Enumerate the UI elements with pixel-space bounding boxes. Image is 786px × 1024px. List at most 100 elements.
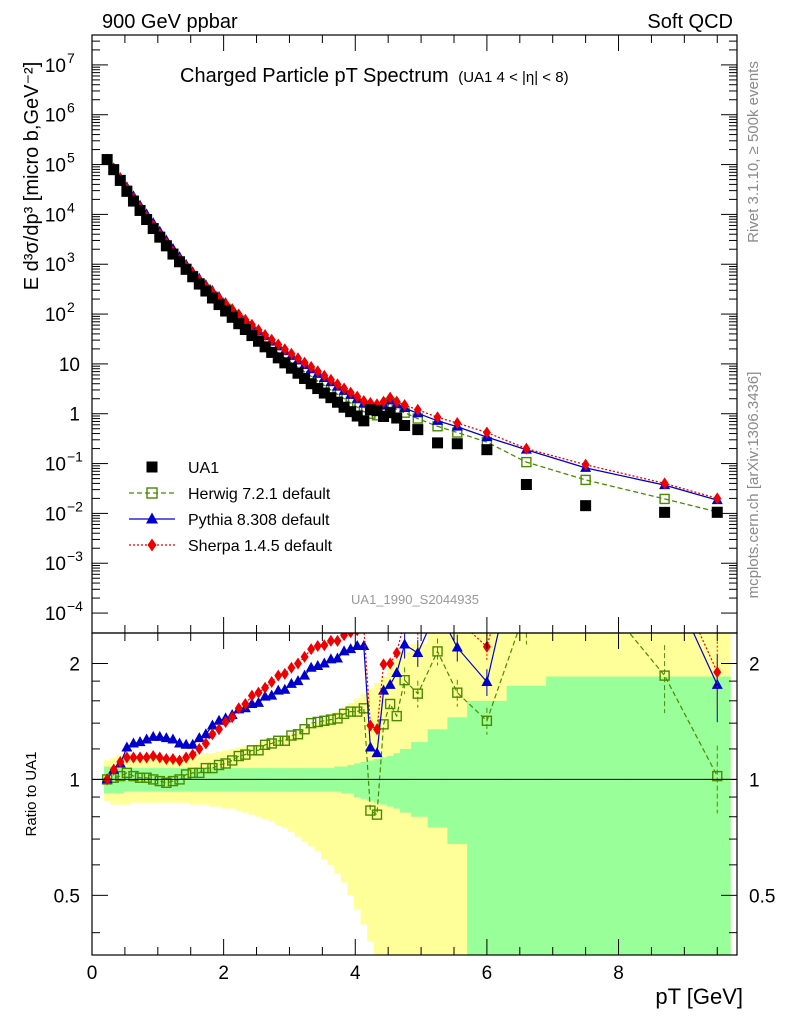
ua1-main-point (239, 324, 251, 336)
ua1-main-point (312, 383, 324, 395)
herwig-ratio-point (581, 575, 590, 584)
herwig-ratio-point (712, 770, 723, 782)
main-y-tick-exponent: −2 (67, 498, 83, 514)
ratio-band-green (340, 766, 348, 794)
pythia-ratio-point (391, 666, 403, 677)
main-y-tick-label: 10 (45, 205, 66, 226)
ratio-band-green (704, 676, 731, 955)
ratio-band-green (506, 685, 547, 955)
sherpa-main-point (346, 386, 355, 399)
main-y-tick-exponent: 2 (67, 299, 75, 315)
herwig-ratio-point (141, 772, 152, 783)
legend-label: Pythia 8.308 default (188, 512, 330, 529)
herwig-ratio-point (187, 767, 198, 779)
ua1-main-point (580, 500, 592, 512)
ratio-band-yellow (340, 707, 348, 883)
ua1-main-point (114, 174, 126, 186)
ua1-main-point (154, 231, 166, 243)
herwig-ratio-point (279, 735, 291, 746)
side-label-top: Rivet 3.1.10, ≥ 500k events (745, 61, 762, 243)
ratio-y-tick-label-right: 1 (749, 770, 760, 791)
main-y-tick-label: 10 (59, 355, 80, 376)
ua1-main-point (101, 154, 113, 166)
main-y-tick-exponent: 6 (67, 100, 75, 116)
herwig-ratio-point (233, 750, 244, 762)
herwig-ratio-point (207, 762, 218, 774)
herwig-ratio-point (378, 719, 389, 730)
herwig-ratio-point (371, 809, 383, 820)
sherpa-ratio-point (287, 661, 296, 674)
ua1-main-point (206, 292, 218, 304)
ua1-main-point (364, 404, 376, 416)
ua1-main-point (253, 335, 265, 347)
herwig-ratio-point (352, 706, 363, 717)
sherpa-main-point (392, 395, 401, 408)
sherpa-ratio-point (713, 666, 722, 679)
sherpa-ratio-point (401, 614, 409, 626)
pythia-main-line (106, 159, 718, 501)
x-tick-label: 8 (613, 963, 624, 984)
ratio-band-green (625, 676, 705, 955)
ratio-band-yellow (386, 667, 394, 955)
sherpa-ratio-point (221, 715, 230, 728)
pythia-ratio-point (312, 660, 324, 671)
legend-marker (147, 538, 157, 552)
sherpa-ratio-point (294, 657, 303, 670)
sherpa-main-point (453, 417, 462, 430)
ratio-y-tick-label-right: 0.5 (749, 886, 775, 907)
herwig-ratio-point (213, 759, 225, 771)
ua1-main-point (121, 185, 133, 197)
ratio-y-axis-label: Ratio to UA1 (23, 751, 40, 836)
sherpa-ratio-point (661, 550, 669, 562)
main-y-tick-label: 10 (45, 255, 66, 276)
pythia-ratio-point (659, 564, 670, 574)
main-y-tick-exponent: 7 (67, 50, 75, 66)
herwig-ratio-point (253, 745, 264, 756)
ratio-y-tick-label-right: 2 (749, 654, 760, 675)
herwig-ratio-point (452, 687, 463, 698)
sherpa-ratio-point (109, 763, 118, 776)
ratio-band-green (467, 700, 507, 955)
herwig-ratio-point (259, 739, 271, 750)
herwig-ratio-line (106, 633, 718, 816)
pythia-ratio-point (154, 730, 166, 741)
ua1-main-point (167, 248, 179, 260)
sherpa-main-point (287, 347, 296, 360)
sherpa-ratio-point (386, 657, 395, 670)
herwig-ratio-point (167, 775, 179, 787)
sherpa-ratio-point (355, 633, 360, 637)
sherpa-ratio-point (188, 748, 197, 761)
ratio-band-green (386, 756, 394, 807)
ua1-main-point (345, 406, 357, 418)
main-y-tick-exponent: −3 (67, 548, 83, 564)
side-label-bottom: mcplots.cern.ch [arXiv:1306.3436] (745, 372, 762, 599)
sherpa-ratio-point (360, 620, 368, 632)
x-axis-label: pT [GeV] (655, 984, 743, 1009)
sherpa-ratio-point (168, 752, 177, 765)
legend-label: Sherpa 1.4.5 default (188, 538, 333, 555)
ua1-main-point (134, 204, 146, 216)
sherpa-main-point (300, 356, 309, 369)
sherpa-ratio-point (155, 751, 164, 764)
ua1-main-point (351, 410, 363, 422)
ua1-main-point (200, 285, 212, 297)
ratio-y-tick-label: 0.5 (54, 886, 80, 907)
herwig-ratio-point (319, 715, 330, 726)
main-y-tick-label: 10 (45, 504, 66, 525)
chart-title-main: Charged Particle pT Spectrum (180, 65, 449, 87)
main-y-axis-label: E d³σ/dp³ [micro b,GeV⁻²] (21, 62, 43, 291)
ua1-main-point (432, 437, 444, 449)
ua1-main-point (174, 256, 186, 268)
herwig-ratio-point (154, 775, 165, 787)
x-tick-label: 2 (218, 963, 229, 984)
herwig-ratio-point (128, 770, 139, 782)
sherpa-main-point (660, 477, 669, 490)
pythia-ratio-point (384, 678, 396, 689)
ratio-band-green (427, 729, 448, 828)
herwig-ratio-point (286, 730, 297, 741)
ua1-main-point (285, 362, 297, 374)
herwig-ratio-point (659, 670, 670, 681)
main-y-tick-exponent: 3 (67, 249, 75, 265)
sherpa-ratio-point (182, 751, 191, 764)
herwig-ratio-point (115, 770, 126, 782)
